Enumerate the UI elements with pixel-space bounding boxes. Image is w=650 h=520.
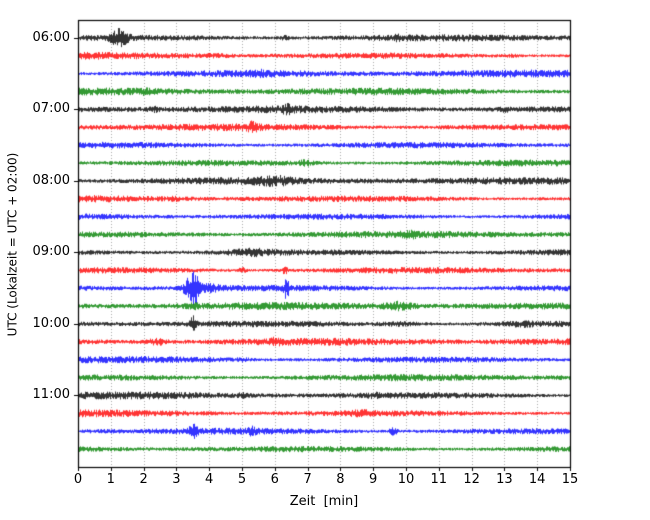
- y-tick-label: 10:00: [32, 315, 70, 331]
- x-tick-label: 0: [73, 472, 83, 487]
- y-tick-label: 07:00: [32, 101, 70, 117]
- x-tick-label: 2: [139, 472, 148, 487]
- x-tick-label: 6: [270, 472, 279, 487]
- y-tick-label: 09:00: [32, 244, 70, 260]
- y-tick-label: 08:00: [32, 172, 70, 188]
- x-axis-label: Zeit [min]: [289, 494, 359, 509]
- x-tick-label: 10: [397, 472, 415, 487]
- x-tick-label: 3: [172, 472, 181, 487]
- x-tick-label: 8: [336, 472, 345, 487]
- y-axis-label: UTC (Lokalzeit = UTC + 02:00): [5, 152, 20, 337]
- x-tick-label: 15: [561, 472, 579, 487]
- y-tick-label: 06:00: [32, 29, 70, 45]
- x-tick-label: 11: [430, 472, 448, 487]
- x-tick-label: 4: [205, 472, 214, 487]
- x-tick-label: 7: [303, 472, 312, 487]
- y-tick-label: 11:00: [32, 387, 70, 403]
- x-tick-label: 13: [496, 472, 513, 487]
- x-tick-label: 14: [528, 472, 546, 487]
- x-tick-label: 12: [463, 472, 480, 487]
- x-tick-label: 9: [369, 472, 378, 487]
- x-tick-label: 5: [237, 472, 247, 487]
- x-tick-label: 1: [106, 472, 115, 487]
